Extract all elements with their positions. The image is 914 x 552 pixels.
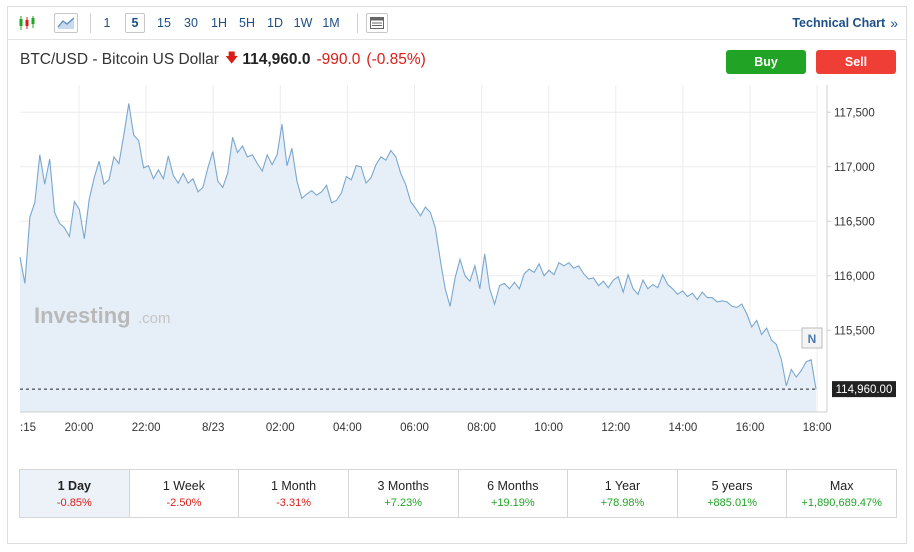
interval-1h[interactable]: 1H bbox=[211, 16, 227, 30]
period-3-months[interactable]: 3 Months +7.23% bbox=[349, 470, 459, 517]
period-6-months[interactable]: 6 Months +19.19% bbox=[459, 470, 569, 517]
table-icon[interactable] bbox=[366, 13, 388, 33]
double-chevron-right-icon: » bbox=[890, 15, 898, 31]
price-area bbox=[20, 103, 816, 412]
period-label: 6 Months bbox=[487, 478, 539, 493]
y-tick-label: 115,500 bbox=[834, 325, 875, 337]
watermark-suffix: .com bbox=[138, 310, 171, 327]
x-tick-label: 18:00 bbox=[803, 422, 832, 434]
y-tick-label: 117,000 bbox=[834, 162, 875, 174]
technical-chart-label: Technical Chart bbox=[792, 16, 886, 30]
period-label: 1 Week bbox=[162, 478, 206, 493]
x-tick-label: 06:00 bbox=[400, 422, 429, 434]
watermark-brand: Investing bbox=[34, 303, 131, 328]
x-tick-label: 22:00 bbox=[132, 422, 161, 434]
sell-button[interactable]: Sell bbox=[816, 50, 896, 74]
interval-5h[interactable]: 5H bbox=[239, 16, 255, 30]
news-marker[interactable]: N bbox=[801, 327, 823, 349]
period-1-month[interactable]: 1 Month -3.31% bbox=[239, 470, 349, 517]
period-change: +7.23% bbox=[384, 496, 422, 509]
x-tick-label: 02:00 bbox=[266, 422, 295, 434]
price-chart[interactable]: Investing .com 117,500 117,000 116,500 116,… bbox=[8, 77, 906, 437]
period-label: 1 Day bbox=[57, 478, 91, 493]
price-change-pct: (-0.85%) bbox=[366, 51, 426, 68]
last-price: 114,960.0 bbox=[242, 51, 311, 68]
y-tick-label: 116,000 bbox=[834, 271, 875, 283]
x-tick-label: 16:00 bbox=[736, 422, 765, 434]
y-axis: 117,500 117,000 116,500 116,000 115,500 bbox=[826, 85, 875, 412]
instrument-name: BTC/USD - Bitcoin US Dollar bbox=[20, 51, 219, 68]
period-1-week[interactable]: 1 Week -2.50% bbox=[130, 470, 240, 517]
x-tick-label: 12:00 bbox=[601, 422, 630, 434]
news-marker-label: N bbox=[808, 332, 817, 346]
x-tick-label: 10:00 bbox=[534, 422, 563, 434]
y-tick-label: 117,500 bbox=[834, 107, 875, 119]
period-change: +885.01% bbox=[707, 496, 757, 509]
last-price-label: 114,960.00 bbox=[836, 384, 893, 396]
period-1-year[interactable]: 1 Year +78.98% bbox=[568, 470, 678, 517]
chart-widget: 1 5 15 30 1H 5H 1D 1W 1M Technical Chart » BTC/U… bbox=[7, 6, 907, 544]
period-change: -0.85% bbox=[56, 496, 92, 509]
interval-15[interactable]: 15 bbox=[157, 16, 171, 30]
area-chart-icon[interactable] bbox=[54, 13, 78, 33]
interval-1m[interactable]: 1M bbox=[322, 16, 340, 30]
x-tick-label: 08:00 bbox=[467, 422, 496, 434]
last-price-tag: 114,960.00 bbox=[832, 381, 896, 398]
candlestick-icon[interactable] bbox=[16, 13, 38, 33]
interval-1w[interactable]: 1W bbox=[293, 16, 313, 30]
x-tick-label: 14:00 bbox=[669, 422, 698, 434]
period-change: +1,890,689.47% bbox=[801, 496, 882, 509]
instrument-header: BTC/USD - Bitcoin US Dollar 🡇 114,960.0 … bbox=[20, 50, 426, 70]
watermark: Investing .com bbox=[34, 303, 171, 328]
period-change: -3.31% bbox=[276, 496, 311, 509]
x-tick-label: 8/23 bbox=[202, 422, 224, 434]
period-change: +19.19% bbox=[490, 496, 535, 509]
toolbar-separator bbox=[357, 13, 358, 33]
interval-1d[interactable]: 1D bbox=[267, 16, 283, 30]
chart-toolbar: 1 5 15 30 1H 5H 1D 1W 1M Technical Chart » bbox=[8, 7, 906, 40]
technical-chart-link[interactable]: Technical Chart » bbox=[792, 15, 898, 31]
performance-bar: 1 Day -0.85% 1 Week -2.50% 1 Month -3.31% 3 Mo… bbox=[19, 469, 897, 518]
x-tick-label: 04:00 bbox=[333, 422, 362, 434]
period-1-day[interactable]: 1 Day -0.85% bbox=[20, 470, 130, 517]
interval-5[interactable]: 5 bbox=[125, 13, 145, 33]
price-line bbox=[19, 103, 817, 390]
period-change: +78.98% bbox=[600, 496, 645, 509]
period-label: 3 Months bbox=[377, 478, 429, 493]
period-change: -2.50% bbox=[166, 496, 202, 509]
y-tick-label: 116,500 bbox=[834, 216, 875, 228]
period-label: 1 Year bbox=[604, 478, 641, 493]
toolbar-separator bbox=[90, 13, 91, 33]
interval-1[interactable]: 1 bbox=[103, 16, 111, 30]
period-label: Max bbox=[829, 478, 854, 493]
price-change: -990.0 bbox=[316, 51, 361, 68]
period-label: 5 years bbox=[711, 478, 753, 493]
interval-30[interactable]: 30 bbox=[184, 16, 198, 30]
period-max[interactable]: Max +1,890,689.47% bbox=[787, 470, 896, 517]
down-arrow-icon: 🡇 bbox=[224, 50, 239, 65]
period-5-years[interactable]: 5 years +885.01% bbox=[678, 470, 788, 517]
buy-button[interactable]: Buy bbox=[726, 50, 806, 74]
x-tick-label: 20:00 bbox=[65, 422, 94, 434]
period-label: 1 Month bbox=[270, 478, 317, 493]
x-tick-label: :15 bbox=[20, 422, 36, 434]
x-axis: :15 20:00 22:00 8/23 02:00 04:00 06:00 08:00 10:… bbox=[20, 411, 832, 434]
